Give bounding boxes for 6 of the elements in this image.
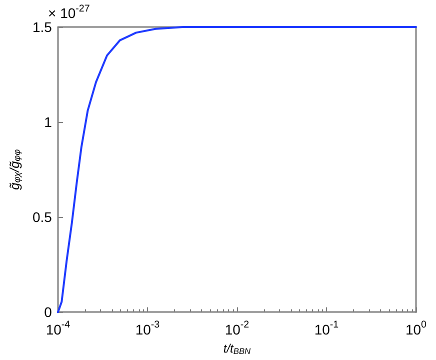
y-tick-label: 0 [44,304,52,320]
y-tick-label: 0.5 [32,209,52,226]
y-tick-label: 1.5 [32,19,52,35]
y-tick-label: 1 [44,114,52,130]
x-axis-title: t/tBBN [223,342,252,356]
y-axis-title: g̃φχ/g̃φφ [7,149,22,190]
